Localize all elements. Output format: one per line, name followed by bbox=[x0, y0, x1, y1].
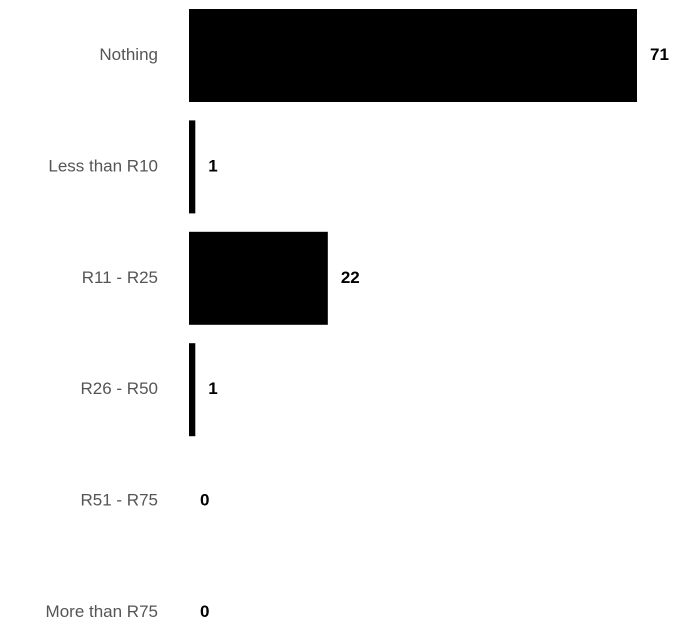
category-label: Nothing bbox=[99, 45, 158, 64]
bar bbox=[189, 231, 328, 325]
category-label: More than R75 bbox=[46, 602, 158, 621]
category-label: R11 - R25 bbox=[82, 268, 158, 287]
data-label: 22 bbox=[341, 268, 360, 287]
bars bbox=[189, 9, 637, 437]
data-label: 1 bbox=[208, 156, 217, 175]
bar bbox=[189, 120, 196, 214]
value-labels: 71 1 22 1 0 0 bbox=[200, 45, 669, 621]
data-label: 0 bbox=[200, 602, 209, 621]
category-label: R26 - R50 bbox=[81, 379, 158, 398]
category-label: R51 - R75 bbox=[81, 491, 158, 510]
bar bbox=[189, 9, 637, 102]
data-label: 1 bbox=[208, 379, 217, 398]
category-label: Less than R10 bbox=[48, 156, 158, 175]
bar bbox=[189, 343, 196, 437]
category-labels: Nothing Less than R10 R11 - R25 R26 - R50 R5… bbox=[46, 45, 158, 621]
data-label: 0 bbox=[200, 491, 209, 510]
data-label: 71 bbox=[650, 45, 669, 64]
